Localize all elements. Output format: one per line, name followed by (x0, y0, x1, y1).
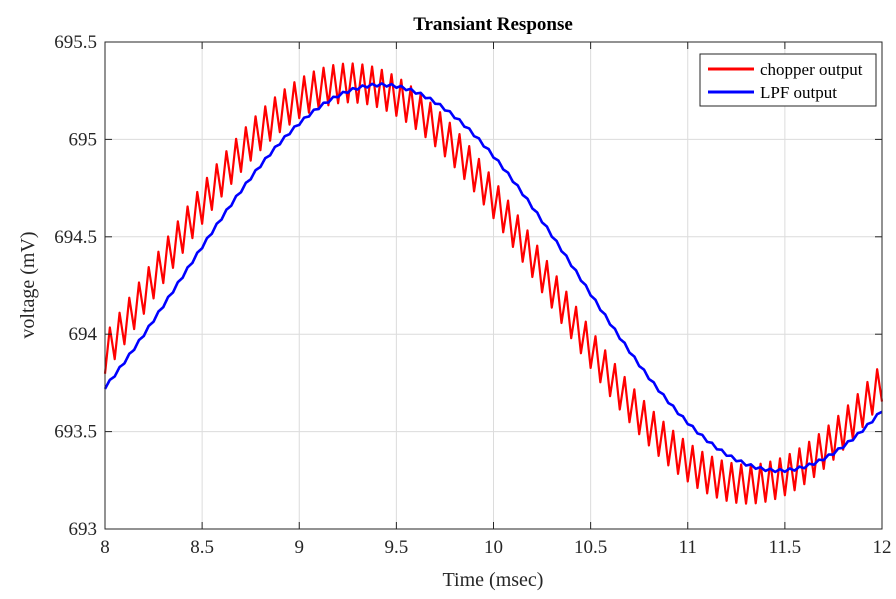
legend-box (699, 53, 877, 107)
y-tick-label: 693 (69, 519, 98, 540)
x-tick-label: 11 (679, 537, 697, 558)
y-tick-label: 694 (69, 324, 98, 345)
axis-ticks: 8 8.5 9 9.5 10 10.5 11 11.5 12 693 693.5 694 694.5 69… (54, 32, 891, 558)
series-line-chopper-output (103, 62, 884, 505)
legend-label-lpf-output: LPF output (760, 83, 837, 102)
x-tick-label: 8 (100, 537, 110, 558)
y-tick-label: 693.5 (54, 422, 97, 443)
x-tick-label: 12 (873, 537, 892, 558)
x-tick-label: 10.5 (574, 537, 607, 558)
x-axis-label: Time (msec) (443, 569, 544, 591)
legend: chopper output LPF output (699, 53, 877, 107)
y-tick-label: 695 (69, 129, 98, 150)
chart-title: Transiant Response (413, 14, 573, 35)
x-tick-label: 10 (484, 537, 503, 558)
y-tick-label: 694.5 (54, 227, 97, 248)
y-axis-label: voltage (mV) (17, 231, 39, 338)
x-tick-label: 9.5 (385, 537, 409, 558)
x-tick-label: 9 (295, 537, 305, 558)
series-line-lpf-output (103, 82, 883, 474)
x-tick-label: 8.5 (190, 537, 214, 558)
y-tick-label: 695.5 (54, 32, 97, 53)
legend-label-chopper-output: chopper output (760, 60, 863, 79)
series-layer (103, 62, 884, 505)
x-tick-label: 11.5 (769, 537, 802, 558)
